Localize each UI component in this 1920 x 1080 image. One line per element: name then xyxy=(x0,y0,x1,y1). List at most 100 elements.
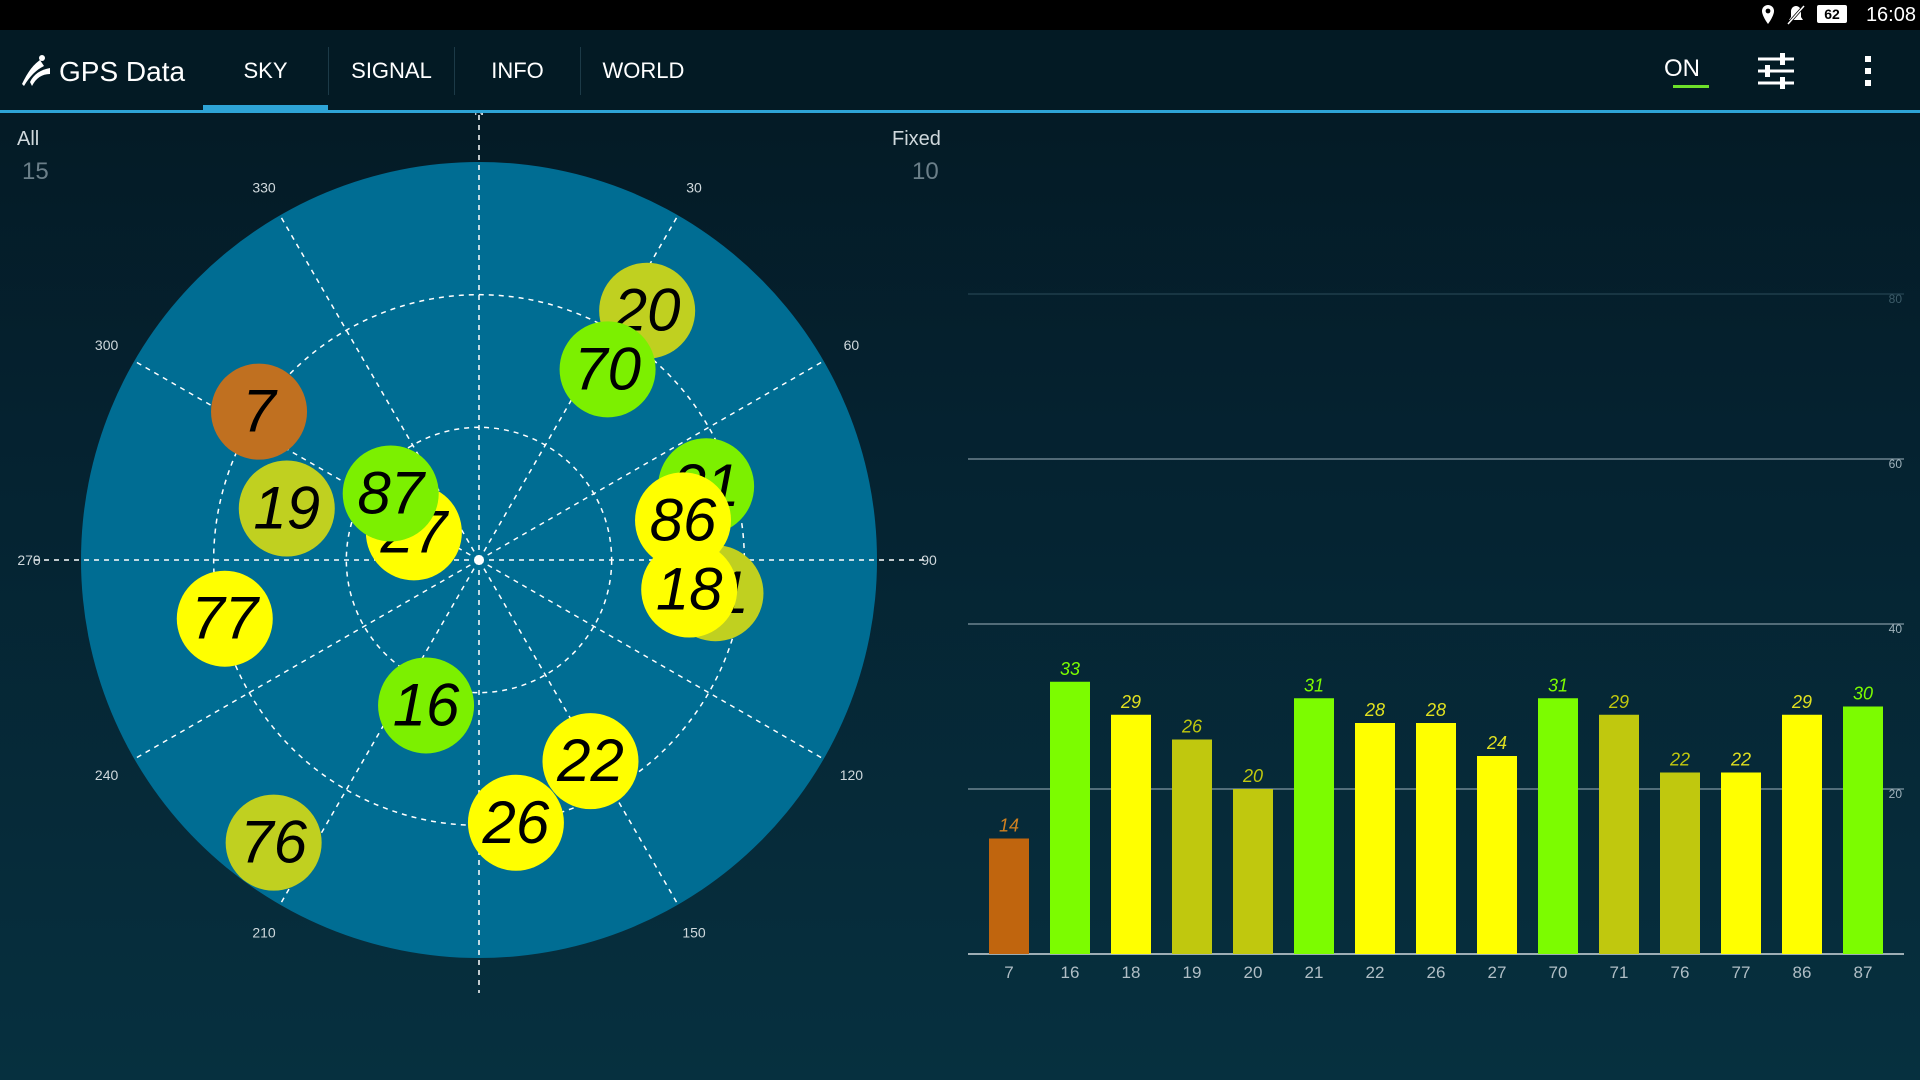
signal-bar xyxy=(1294,698,1334,954)
satellite-circle xyxy=(176,570,273,667)
bar-value-label: 30 xyxy=(1853,684,1873,704)
satellite-circle xyxy=(211,363,308,460)
fixed-satellites-label: Fixed xyxy=(892,128,941,150)
satellite-id: 77 xyxy=(191,585,260,652)
satellite-marker[interactable]: 70 xyxy=(559,321,656,418)
fixed-satellites-count: 10 xyxy=(912,158,939,185)
azimuth-spoke xyxy=(478,559,825,760)
bar-value-label: 29 xyxy=(1791,692,1812,712)
signal-bar xyxy=(1233,789,1273,954)
status-bar: 62 16:08 xyxy=(0,0,1920,30)
bar-value-label: 28 xyxy=(1425,700,1446,720)
x-tick-label: 86 xyxy=(1793,963,1812,982)
signal-bar xyxy=(1599,714,1639,954)
bar-value-label: 26 xyxy=(1181,717,1203,737)
toggle-underline xyxy=(1673,85,1709,88)
satellite-marker[interactable]: 7 xyxy=(211,363,308,460)
sky-plot: N306090120150180210240270300330 72070192… xyxy=(17,113,937,993)
azimuth-label: 60 xyxy=(844,337,860,353)
azimuth-spoke xyxy=(478,559,679,906)
tab-info[interactable]: INFO xyxy=(455,30,580,111)
satellite-id: 16 xyxy=(393,671,460,738)
x-tick-label: 27 xyxy=(1488,963,1507,982)
x-tick-label: 19 xyxy=(1183,963,1202,982)
x-tick-label: 21 xyxy=(1305,963,1324,982)
azimuth-label: 270 xyxy=(17,552,41,568)
signal-bar xyxy=(1721,772,1761,954)
app-title: GPS Data xyxy=(59,56,186,87)
x-tick-label: 22 xyxy=(1366,963,1385,982)
signal-bar xyxy=(1355,723,1395,954)
satellite-marker[interactable]: 22 xyxy=(542,713,639,810)
satellite-circle xyxy=(225,794,322,891)
satellite-circle xyxy=(238,460,335,557)
azimuth-spoke xyxy=(133,360,480,561)
bar-value-label: 22 xyxy=(1730,750,1751,770)
satellite-id: 22 xyxy=(556,727,624,794)
bar-value-label: 29 xyxy=(1608,692,1629,712)
signal-bar xyxy=(1050,681,1090,954)
signal-bar xyxy=(1660,772,1700,954)
satellite-marker[interactable]: 86 xyxy=(635,472,732,569)
satellite-id: 19 xyxy=(253,474,320,541)
bar-value-label: 24 xyxy=(1486,733,1507,753)
signal-bar xyxy=(1843,706,1883,954)
satellite-marker[interactable]: 26 xyxy=(467,774,564,871)
x-tick-label: 18 xyxy=(1122,963,1141,982)
all-satellites-label: All xyxy=(17,128,40,150)
sky-center-dot xyxy=(474,555,484,565)
tab-sky-label: SKY xyxy=(243,57,288,83)
sky-azimuth-labels: N306090120150180210240270300330 xyxy=(17,113,937,940)
azimuth-label: 90 xyxy=(921,552,937,568)
satellite-id: 70 xyxy=(574,335,641,402)
bar-value-label: 29 xyxy=(1120,692,1141,712)
y-tick-label: 20 xyxy=(1889,787,1903,801)
x-tick-label: 87 xyxy=(1854,963,1873,982)
satellite-id: 26 xyxy=(482,789,550,856)
signal-bar xyxy=(989,838,1029,954)
bar-value-label: 20 xyxy=(1242,766,1263,786)
location-pin-icon xyxy=(1762,5,1774,24)
all-satellites-count: 15 xyxy=(22,158,49,185)
azimuth-label: 120 xyxy=(840,767,864,783)
bar-value-label: 33 xyxy=(1060,659,1080,679)
satellite-circle xyxy=(467,774,564,871)
satellite-marker[interactable]: 77 xyxy=(176,570,273,667)
tab-sky[interactable]: SKY xyxy=(203,30,328,111)
satellite-id: 7 xyxy=(242,378,278,445)
signal-bar xyxy=(1172,739,1212,954)
satellite-marker[interactable]: 87 xyxy=(342,445,439,542)
tab-info-label: INFO xyxy=(491,57,544,83)
gps-on-toggle[interactable]: ON xyxy=(1664,55,1700,82)
satellite-circle xyxy=(559,321,656,418)
tab-world[interactable]: WORLD xyxy=(581,30,706,111)
bar-value-label: 22 xyxy=(1669,750,1690,770)
notifications-off-icon xyxy=(1786,5,1806,25)
satellite-markers: 72070192787217118867716222676 xyxy=(176,262,764,891)
bar-value-label: 28 xyxy=(1364,700,1385,720)
more-options-icon[interactable] xyxy=(1862,52,1874,90)
bar-chart-bars: 14 7 33 16 29 18 26 19 20 20 31 21 28 22 28 26 24 27 31 70 2… xyxy=(989,659,1883,982)
x-tick-label: 77 xyxy=(1732,963,1751,982)
y-tick-label: 80 xyxy=(1889,292,1903,306)
y-tick-label: 40 xyxy=(1889,622,1903,636)
x-tick-label: 71 xyxy=(1610,963,1629,982)
satellite-marker[interactable]: 19 xyxy=(238,460,335,557)
bar-value-label: 31 xyxy=(1304,675,1324,695)
azimuth-label: 150 xyxy=(682,924,706,940)
app-bar-divider xyxy=(0,110,1920,113)
x-tick-label: 76 xyxy=(1671,963,1690,982)
azimuth-spoke xyxy=(133,559,480,760)
x-tick-label: 70 xyxy=(1549,963,1568,982)
satellite-marker[interactable]: 76 xyxy=(225,794,322,891)
tab-divider xyxy=(454,47,455,95)
tab-signal[interactable]: SIGNAL xyxy=(329,30,454,111)
filter-settings-icon[interactable] xyxy=(1756,52,1796,90)
tab-world-label: WORLD xyxy=(602,57,685,83)
x-tick-label: 16 xyxy=(1061,963,1080,982)
azimuth-label: 30 xyxy=(686,180,702,196)
satellite-marker[interactable]: 16 xyxy=(378,657,475,754)
satellite-circle xyxy=(342,445,439,542)
signal-bar-chart: 20 40 60 80 14 7 33 16 29 18 26 19 20 20 31 21 28 22 28 26… xyxy=(968,292,1904,982)
x-tick-label: 26 xyxy=(1427,963,1446,982)
